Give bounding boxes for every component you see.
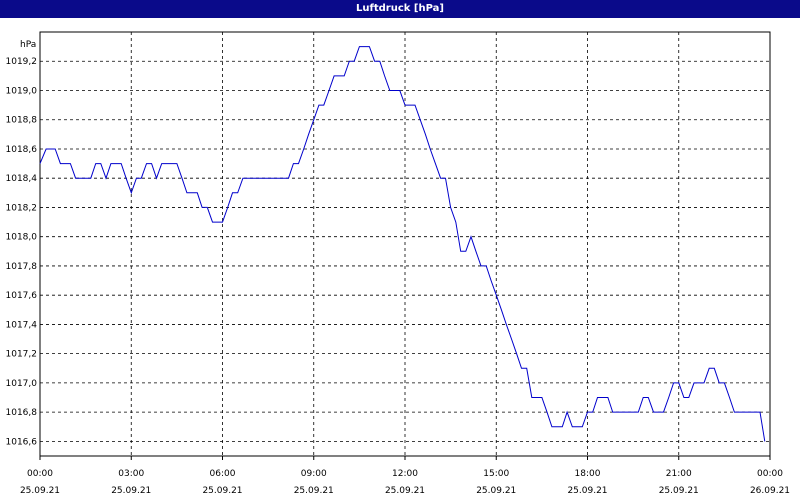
x-tick-date-label: 25.09.21 [20, 486, 60, 496]
x-tick-date-label: 26.09.21 [750, 486, 790, 496]
x-tick-time-label: 09:00 [301, 469, 327, 479]
x-tick-time-label: 00:00 [757, 469, 783, 479]
pressure-series-line [39, 46, 766, 442]
y-tick-label: 1017,0 [6, 379, 38, 389]
window-title: Luftdruck [hPa] [0, 0, 800, 18]
x-tick-time-label: 15:00 [483, 469, 509, 479]
y-tick-label: 1016,8 [6, 408, 38, 418]
y-tick-label: 1017,2 [6, 350, 38, 360]
y-axis-ticks: 1016,6 1016,8 1017,0 1017,2 1017,4 1017,6 1017… [6, 57, 38, 447]
y-tick-label: 1018,8 [6, 116, 38, 126]
x-tick-date-label: 25.09.21 [659, 486, 699, 496]
y-tick-label: 1017,6 [6, 291, 38, 301]
y-tick-label: 1017,4 [6, 320, 38, 330]
x-tick-date-label: 25.09.21 [476, 486, 516, 496]
y-axis-unit-label: hPa [20, 40, 36, 50]
x-tick-time-label: 03:00 [118, 469, 144, 479]
x-tick-date-label: 25.09.21 [567, 486, 607, 496]
x-tick-time-label: 06:00 [210, 469, 236, 479]
y-tick-label: 1016,6 [6, 437, 38, 447]
x-axis-ticks: 00:00 25.09.21 03:00 25.09.21 06:00 25.09.21 0… [20, 456, 790, 496]
y-tick-label: 1018,0 [6, 233, 38, 243]
y-tick-label: 1018,6 [6, 145, 38, 155]
x-tick-date-label: 25.09.21 [385, 486, 425, 496]
x-tick-date-label: 25.09.21 [294, 486, 334, 496]
y-tick-label: 1019,0 [6, 86, 38, 96]
x-tick-date-label: 25.09.21 [202, 486, 242, 496]
x-tick-time-label: 00:00 [27, 469, 53, 479]
y-tick-label: 1017,8 [6, 262, 38, 272]
x-tick-time-label: 18:00 [575, 469, 601, 479]
y-tick-label: 1019,2 [6, 57, 38, 67]
x-tick-date-label: 25.09.21 [111, 486, 151, 496]
y-tick-label: 1018,2 [6, 203, 38, 213]
x-tick-time-label: 21:00 [666, 469, 692, 479]
y-tick-label: 1018,4 [6, 174, 38, 184]
grid [40, 32, 770, 456]
x-tick-time-label: 12:00 [392, 469, 418, 479]
